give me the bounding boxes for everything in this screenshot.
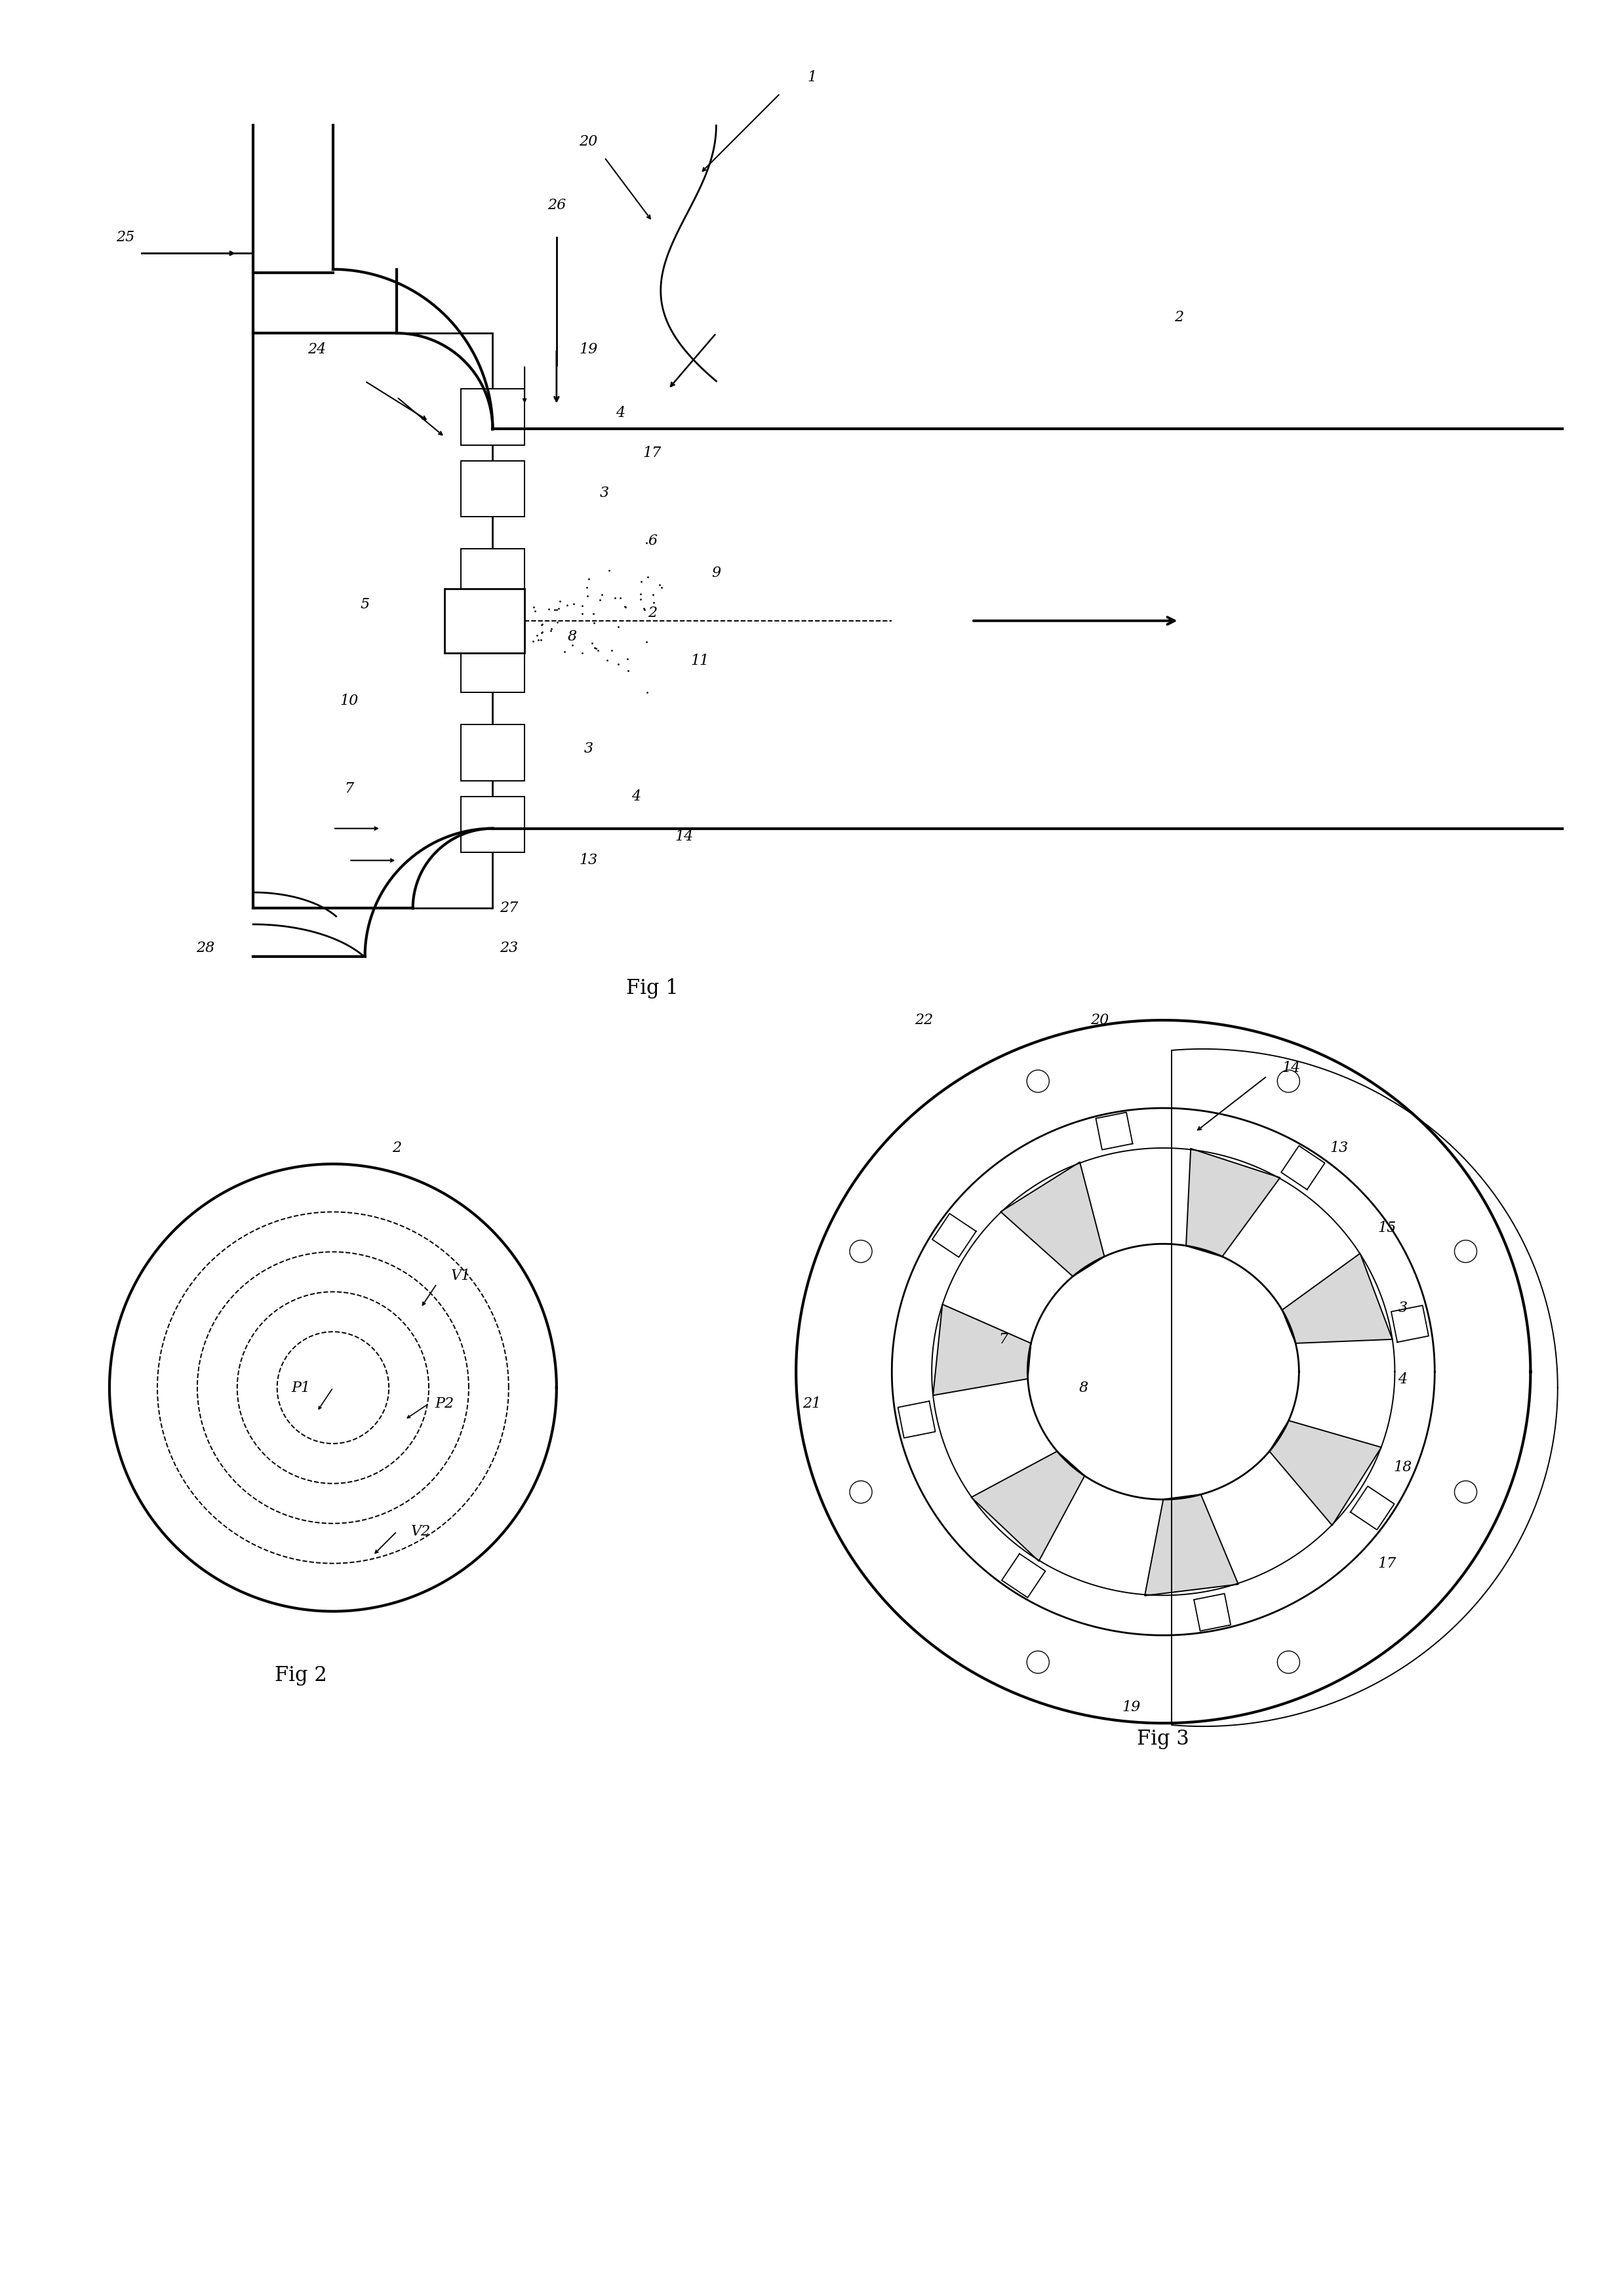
Text: 17: 17: [1377, 1557, 1397, 1570]
Text: P2: P2: [435, 1396, 455, 1410]
Circle shape: [1455, 1481, 1476, 1504]
Text: 4: 4: [615, 406, 625, 420]
Text: 2: 2: [1174, 310, 1184, 324]
Polygon shape: [1145, 1495, 1237, 1596]
Text: 3: 3: [599, 487, 609, 501]
Polygon shape: [1096, 1111, 1132, 1150]
Text: 14: 14: [676, 829, 693, 843]
Text: 13: 13: [580, 854, 598, 868]
Text: 17: 17: [643, 445, 661, 459]
Text: 4: 4: [632, 790, 641, 804]
Circle shape: [1455, 1240, 1476, 1263]
Text: 27: 27: [499, 900, 518, 916]
Text: 7: 7: [999, 1332, 1009, 1348]
Text: 8: 8: [1078, 1380, 1088, 1396]
Text: 3: 3: [585, 742, 593, 755]
Bar: [461, 636, 525, 693]
Text: 11: 11: [690, 654, 710, 668]
Text: 1: 1: [807, 71, 817, 85]
Polygon shape: [1186, 1148, 1280, 1256]
Text: 24: 24: [309, 342, 326, 356]
Text: 23: 23: [499, 941, 518, 955]
Bar: [253, 333, 492, 909]
Text: 5: 5: [361, 597, 370, 613]
Bar: [461, 726, 525, 781]
Text: 4: 4: [1398, 1373, 1408, 1387]
Text: Fig 1: Fig 1: [627, 978, 679, 999]
Polygon shape: [932, 1215, 976, 1258]
Polygon shape: [1392, 1306, 1429, 1343]
Bar: [461, 388, 525, 445]
Text: 6: 6: [648, 533, 658, 549]
Text: 8: 8: [568, 629, 577, 643]
Text: Fig 3: Fig 3: [1137, 1729, 1189, 1750]
Polygon shape: [1194, 1593, 1231, 1630]
Polygon shape: [1281, 1254, 1392, 1343]
Text: 7: 7: [344, 781, 354, 797]
Text: 28: 28: [197, 941, 214, 955]
Bar: [445, 588, 525, 652]
Polygon shape: [1351, 1486, 1395, 1529]
Text: P1: P1: [292, 1380, 310, 1396]
Text: V2: V2: [411, 1525, 430, 1538]
Circle shape: [1026, 1070, 1049, 1093]
Polygon shape: [1000, 1162, 1104, 1277]
Text: 21: 21: [802, 1396, 822, 1410]
Text: 18: 18: [1393, 1460, 1411, 1474]
Bar: [461, 797, 525, 852]
Polygon shape: [1270, 1421, 1382, 1525]
Polygon shape: [1002, 1554, 1046, 1598]
Bar: [461, 461, 525, 517]
Text: 3: 3: [1398, 1300, 1408, 1316]
Circle shape: [849, 1240, 872, 1263]
Polygon shape: [898, 1401, 935, 1437]
Text: 19: 19: [580, 342, 598, 356]
Circle shape: [1026, 1651, 1049, 1674]
Bar: [461, 549, 525, 604]
Text: 25: 25: [117, 230, 135, 246]
Polygon shape: [1281, 1146, 1325, 1189]
Polygon shape: [934, 1304, 1031, 1396]
Text: 20: 20: [580, 133, 598, 149]
Text: 9: 9: [711, 565, 721, 581]
Circle shape: [1278, 1070, 1299, 1093]
Text: Fig 2: Fig 2: [274, 1665, 326, 1685]
Text: 2: 2: [393, 1141, 401, 1155]
Text: 26: 26: [547, 197, 565, 214]
Text: 14: 14: [1281, 1061, 1301, 1075]
Text: 20: 20: [1090, 1013, 1109, 1026]
Text: 13: 13: [1330, 1141, 1348, 1155]
Text: 22: 22: [914, 1013, 934, 1026]
Polygon shape: [971, 1451, 1085, 1561]
Text: V1: V1: [451, 1270, 471, 1283]
Text: 10: 10: [339, 693, 359, 707]
Text: 2: 2: [648, 606, 658, 620]
Text: 15: 15: [1377, 1221, 1397, 1235]
Text: 19: 19: [1122, 1699, 1140, 1715]
Circle shape: [849, 1481, 872, 1504]
Circle shape: [1278, 1651, 1299, 1674]
